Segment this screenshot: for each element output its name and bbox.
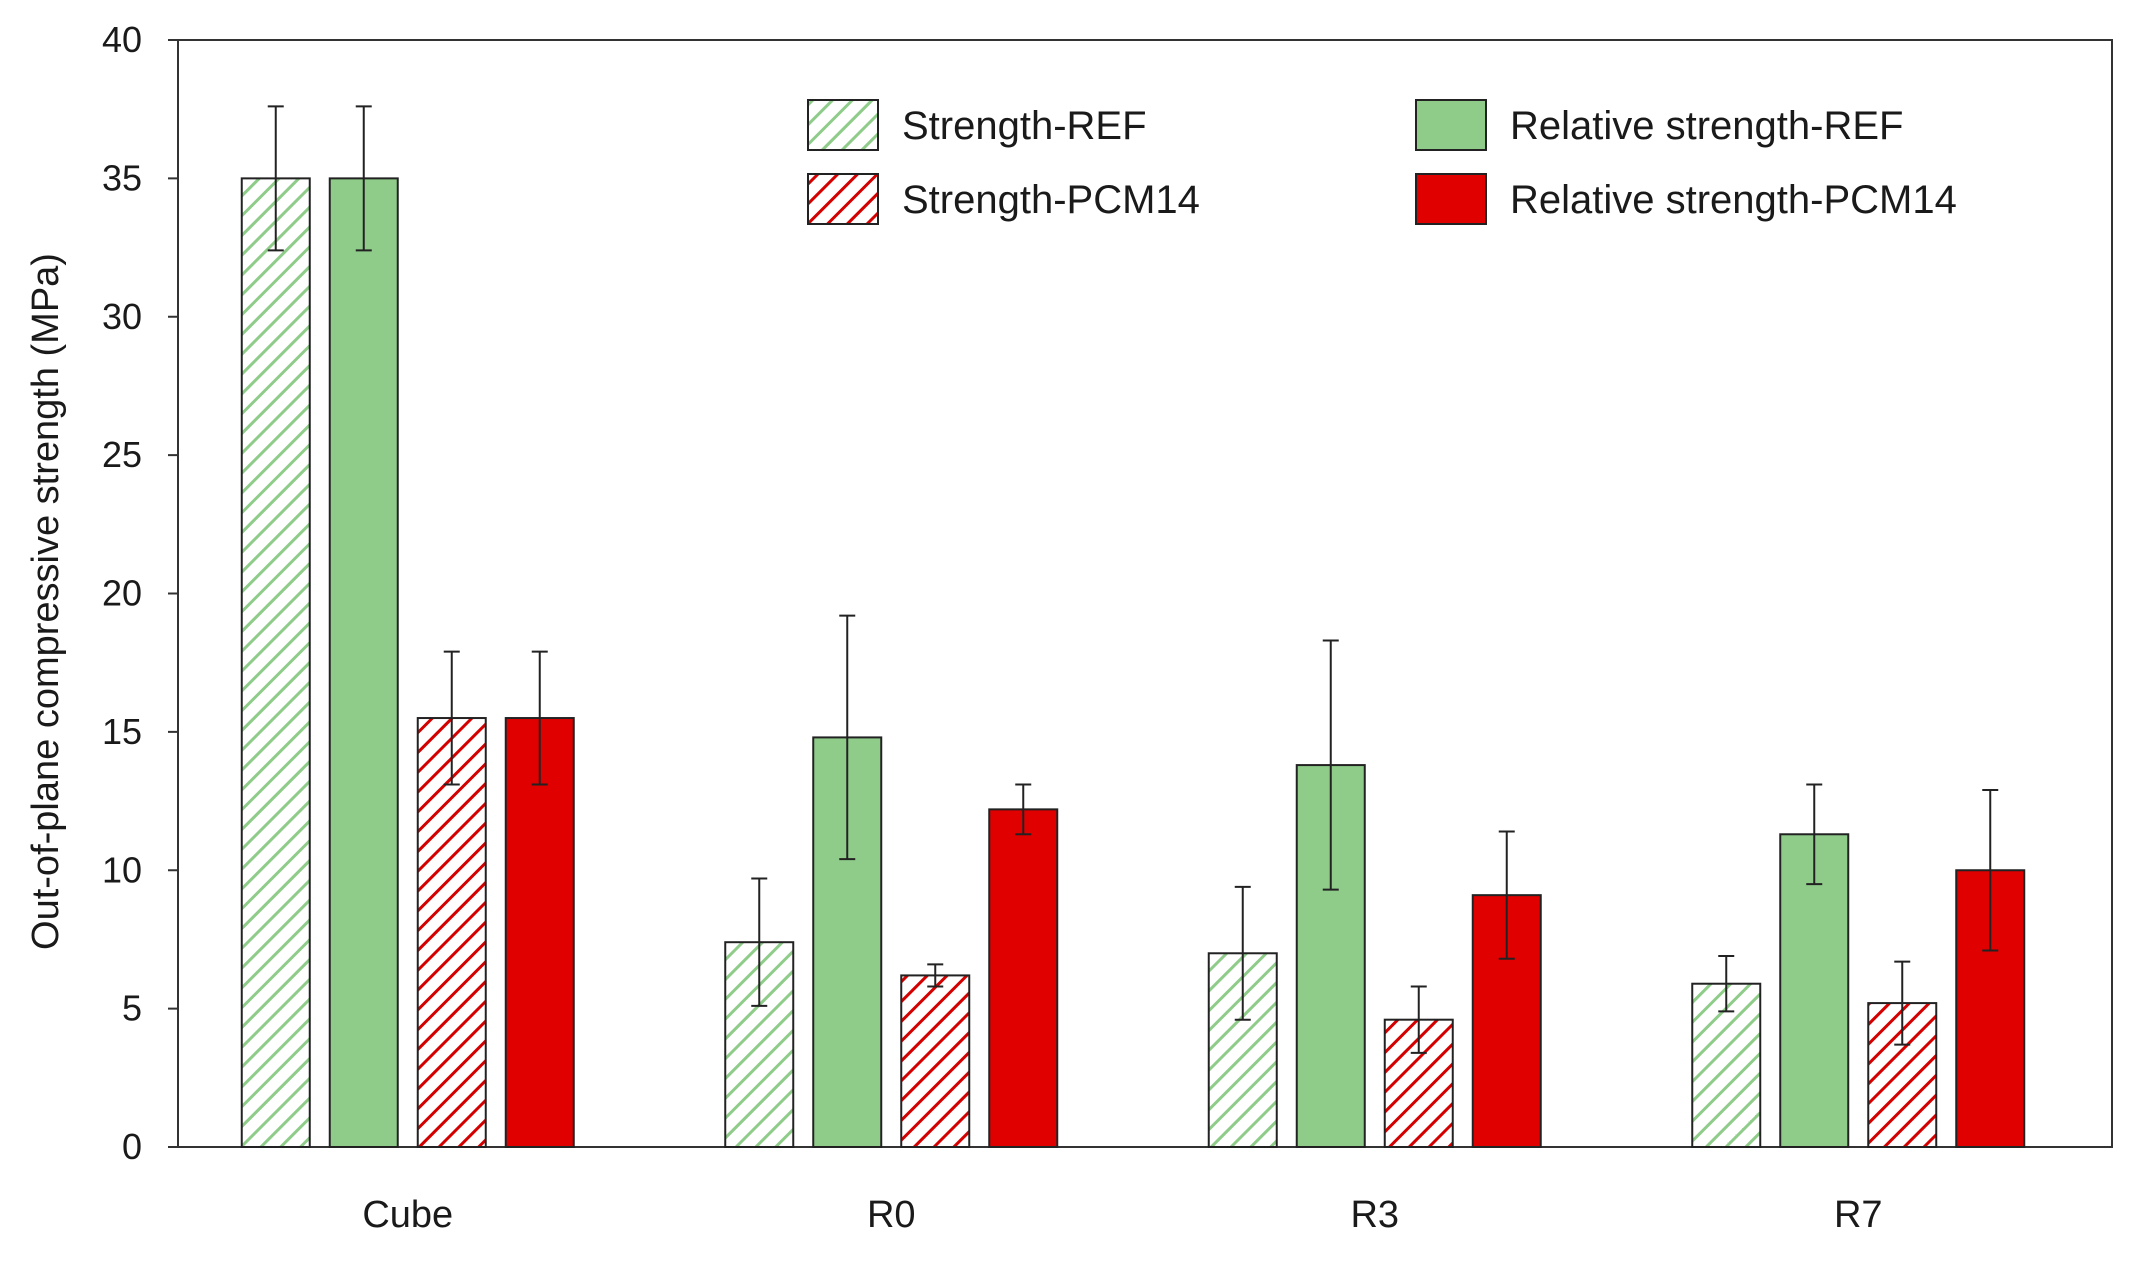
legend-swatch xyxy=(1415,99,1487,151)
legend-label: Relative strength-PCM14 xyxy=(1510,178,1957,222)
axes-layer: 0 5 10 15 20 25 30 35 40 Out-of-plane compressive… xyxy=(25,19,2113,1236)
y-tick-label: 30 xyxy=(102,296,142,337)
x-tick-label: R0 xyxy=(867,1194,916,1236)
y-tick-label: 15 xyxy=(102,711,142,752)
bar-cube-3 xyxy=(504,717,575,1148)
y-axis-title: Out-of-plane compressive strength (MPa) xyxy=(25,253,67,950)
bar-r0-3 xyxy=(988,808,1059,1148)
legend-label: Strength-REF xyxy=(902,104,1147,148)
y-tick-label: 5 xyxy=(122,988,142,1029)
legend-swatch xyxy=(807,99,879,151)
bar-r0-2 xyxy=(900,974,971,1148)
bar-cube-2 xyxy=(416,717,487,1148)
bars-layer xyxy=(240,105,2026,1149)
legend: Strength-REF Relative strength-REF Strengt… xyxy=(807,99,1957,225)
y-tick-label: 40 xyxy=(102,19,142,60)
legend-swatch xyxy=(807,173,879,225)
x-tick-label: R3 xyxy=(1350,1194,1399,1236)
legend-label: Strength-PCM14 xyxy=(902,178,1200,222)
y-tick-label: 25 xyxy=(102,434,142,475)
y-tick-label: 20 xyxy=(102,573,142,614)
x-tick-label: Cube xyxy=(362,1194,453,1236)
bar-cube-1 xyxy=(328,177,399,1148)
legend-swatch xyxy=(1415,173,1487,225)
y-tick-label: 35 xyxy=(102,157,142,198)
y-tick-label: 10 xyxy=(102,849,142,890)
bar-cube-0 xyxy=(240,177,311,1148)
y-tick-label: 0 xyxy=(122,1126,142,1167)
x-tick-label: R7 xyxy=(1834,1194,1883,1236)
legend-label: Relative strength-REF xyxy=(1510,104,1903,148)
